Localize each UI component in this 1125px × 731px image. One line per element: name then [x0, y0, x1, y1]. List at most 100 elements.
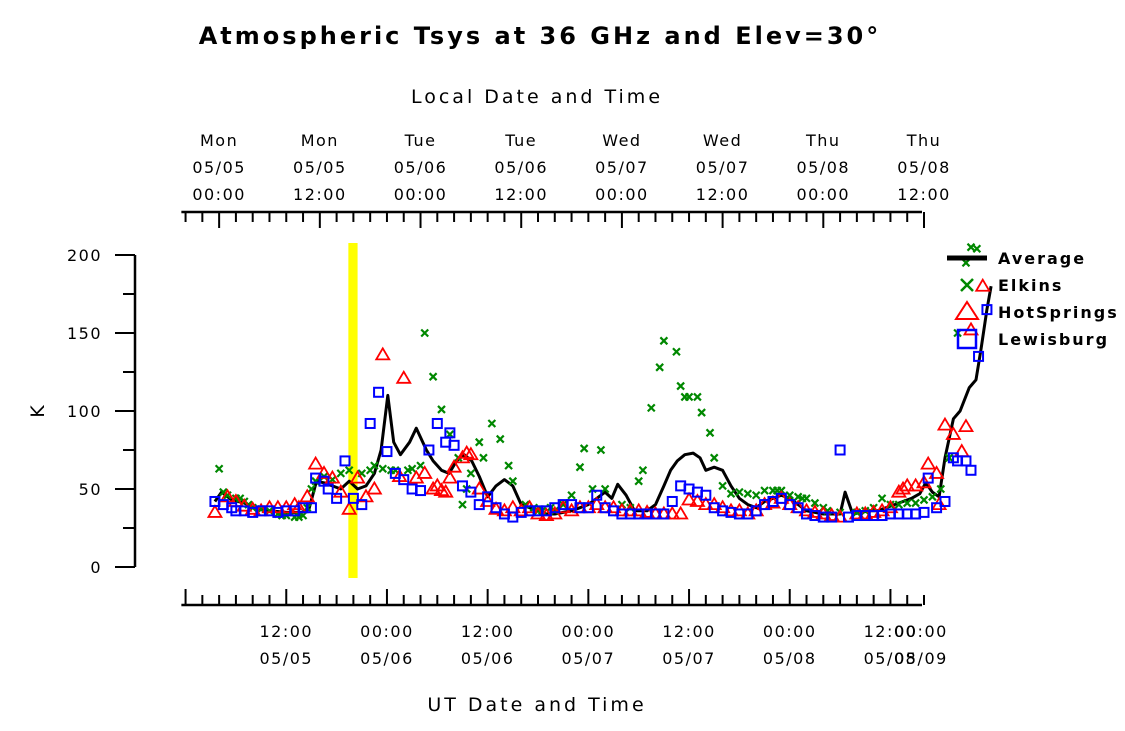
axes: Mon 05/05 00:00 Mon 05/05 12:00 Tue 05/06 00:00 T…	[67, 131, 951, 668]
data-point	[465, 486, 477, 498]
top-tick-date-4: 05/07	[595, 158, 649, 177]
data-point	[437, 483, 454, 498]
y-axis-title: K	[27, 402, 49, 417]
bottom-tick-date-6: 05/08	[864, 649, 918, 668]
data-point	[785, 490, 795, 500]
top-tick-day-7: Thu	[906, 131, 942, 150]
data-point	[802, 494, 811, 503]
data-point	[344, 466, 354, 475]
data-point	[596, 445, 606, 455]
data-point	[810, 498, 820, 508]
series-elkins	[214, 242, 982, 522]
data-point	[792, 502, 804, 514]
y-tick-label-0: 0	[90, 558, 102, 577]
highlight-band	[348, 243, 358, 578]
data-point	[389, 467, 401, 479]
data-point	[425, 480, 442, 495]
data-point	[760, 486, 769, 495]
data-point	[364, 417, 376, 429]
top-tick-time-6: 00:00	[796, 185, 850, 204]
bottom-tick-date-7: 05/09	[894, 649, 948, 668]
data-point	[373, 386, 385, 398]
data-point	[751, 490, 761, 500]
bottom-tick-date-0: 05/05	[259, 649, 313, 668]
bottom-tick-time-4: 12:00	[662, 622, 716, 641]
data-point	[591, 489, 603, 501]
data-point	[415, 485, 427, 497]
data-point	[666, 495, 678, 507]
data-point	[214, 464, 224, 473]
top-tick-date-1: 05/05	[293, 158, 347, 177]
data-point	[647, 403, 656, 413]
series-lewisburg	[209, 304, 993, 523]
data-point	[834, 444, 846, 456]
data-point	[700, 489, 712, 501]
data-point	[928, 492, 937, 502]
data-point	[918, 506, 930, 518]
data-point	[672, 505, 689, 520]
data-point	[495, 434, 505, 444]
data-point	[973, 350, 985, 362]
data-point	[474, 437, 484, 447]
data-point	[582, 502, 594, 514]
data-point	[299, 488, 316, 503]
data-point	[877, 494, 887, 503]
data-point	[482, 491, 494, 503]
data-point	[336, 469, 346, 478]
data-point	[446, 458, 463, 473]
data-point	[416, 461, 425, 470]
y-tick-label-4: 200	[67, 246, 102, 265]
data-point	[684, 392, 694, 402]
y-tick-label-1: 50	[79, 480, 102, 499]
top-tick-day-3: Tue	[504, 131, 537, 150]
top-tick-day-5: Wed	[703, 131, 742, 150]
top-tick-date-5: 05/07	[696, 158, 750, 177]
data-point	[638, 466, 648, 475]
top-tick-date-0: 05/05	[192, 158, 246, 177]
bottom-tick-time-0: 12:00	[259, 622, 313, 641]
data-point	[374, 346, 391, 361]
data-point	[920, 455, 937, 470]
top-tick-time-4: 00:00	[595, 185, 649, 204]
data-point	[600, 484, 610, 494]
data-point	[407, 464, 417, 473]
data-point	[349, 469, 366, 484]
data-point	[750, 505, 762, 517]
data-point	[658, 508, 670, 520]
data-point	[307, 455, 324, 470]
data-point	[974, 277, 991, 292]
data-point	[965, 464, 977, 476]
data-point	[693, 392, 702, 402]
top-tick-time-2: 00:00	[394, 185, 448, 204]
data-point	[487, 419, 497, 428]
top-tick-date-7: 05/08	[897, 158, 951, 177]
top-tick-date-6: 05/08	[796, 158, 850, 177]
data-point	[448, 439, 460, 451]
data-point	[697, 408, 706, 417]
data-point	[504, 461, 513, 470]
data-point	[972, 244, 982, 254]
data-point	[428, 372, 438, 381]
highlight-band-layer	[348, 243, 358, 578]
data-point	[331, 492, 343, 504]
data-point	[936, 484, 946, 494]
data-point	[966, 242, 976, 252]
data-point	[718, 481, 727, 491]
data-point	[928, 465, 945, 479]
data-point	[315, 465, 333, 479]
data-point	[339, 455, 351, 467]
data-point	[726, 489, 736, 498]
bottom-tick-time-1: 00:00	[360, 622, 414, 641]
data-point	[423, 444, 435, 456]
top-tick-day-4: Wed	[602, 131, 641, 150]
y-tick-label-2: 100	[67, 402, 102, 421]
data-point	[206, 504, 224, 518]
legend-label-average: Average	[998, 249, 1086, 268]
chart-title: Atmospheric Tsys at 36 GHz and Elev=30°	[199, 22, 882, 50]
data-point	[676, 381, 685, 391]
data-point	[462, 446, 479, 461]
data-point	[444, 427, 456, 439]
data-point	[705, 428, 715, 438]
top-tick-time-1: 12:00	[293, 185, 347, 204]
